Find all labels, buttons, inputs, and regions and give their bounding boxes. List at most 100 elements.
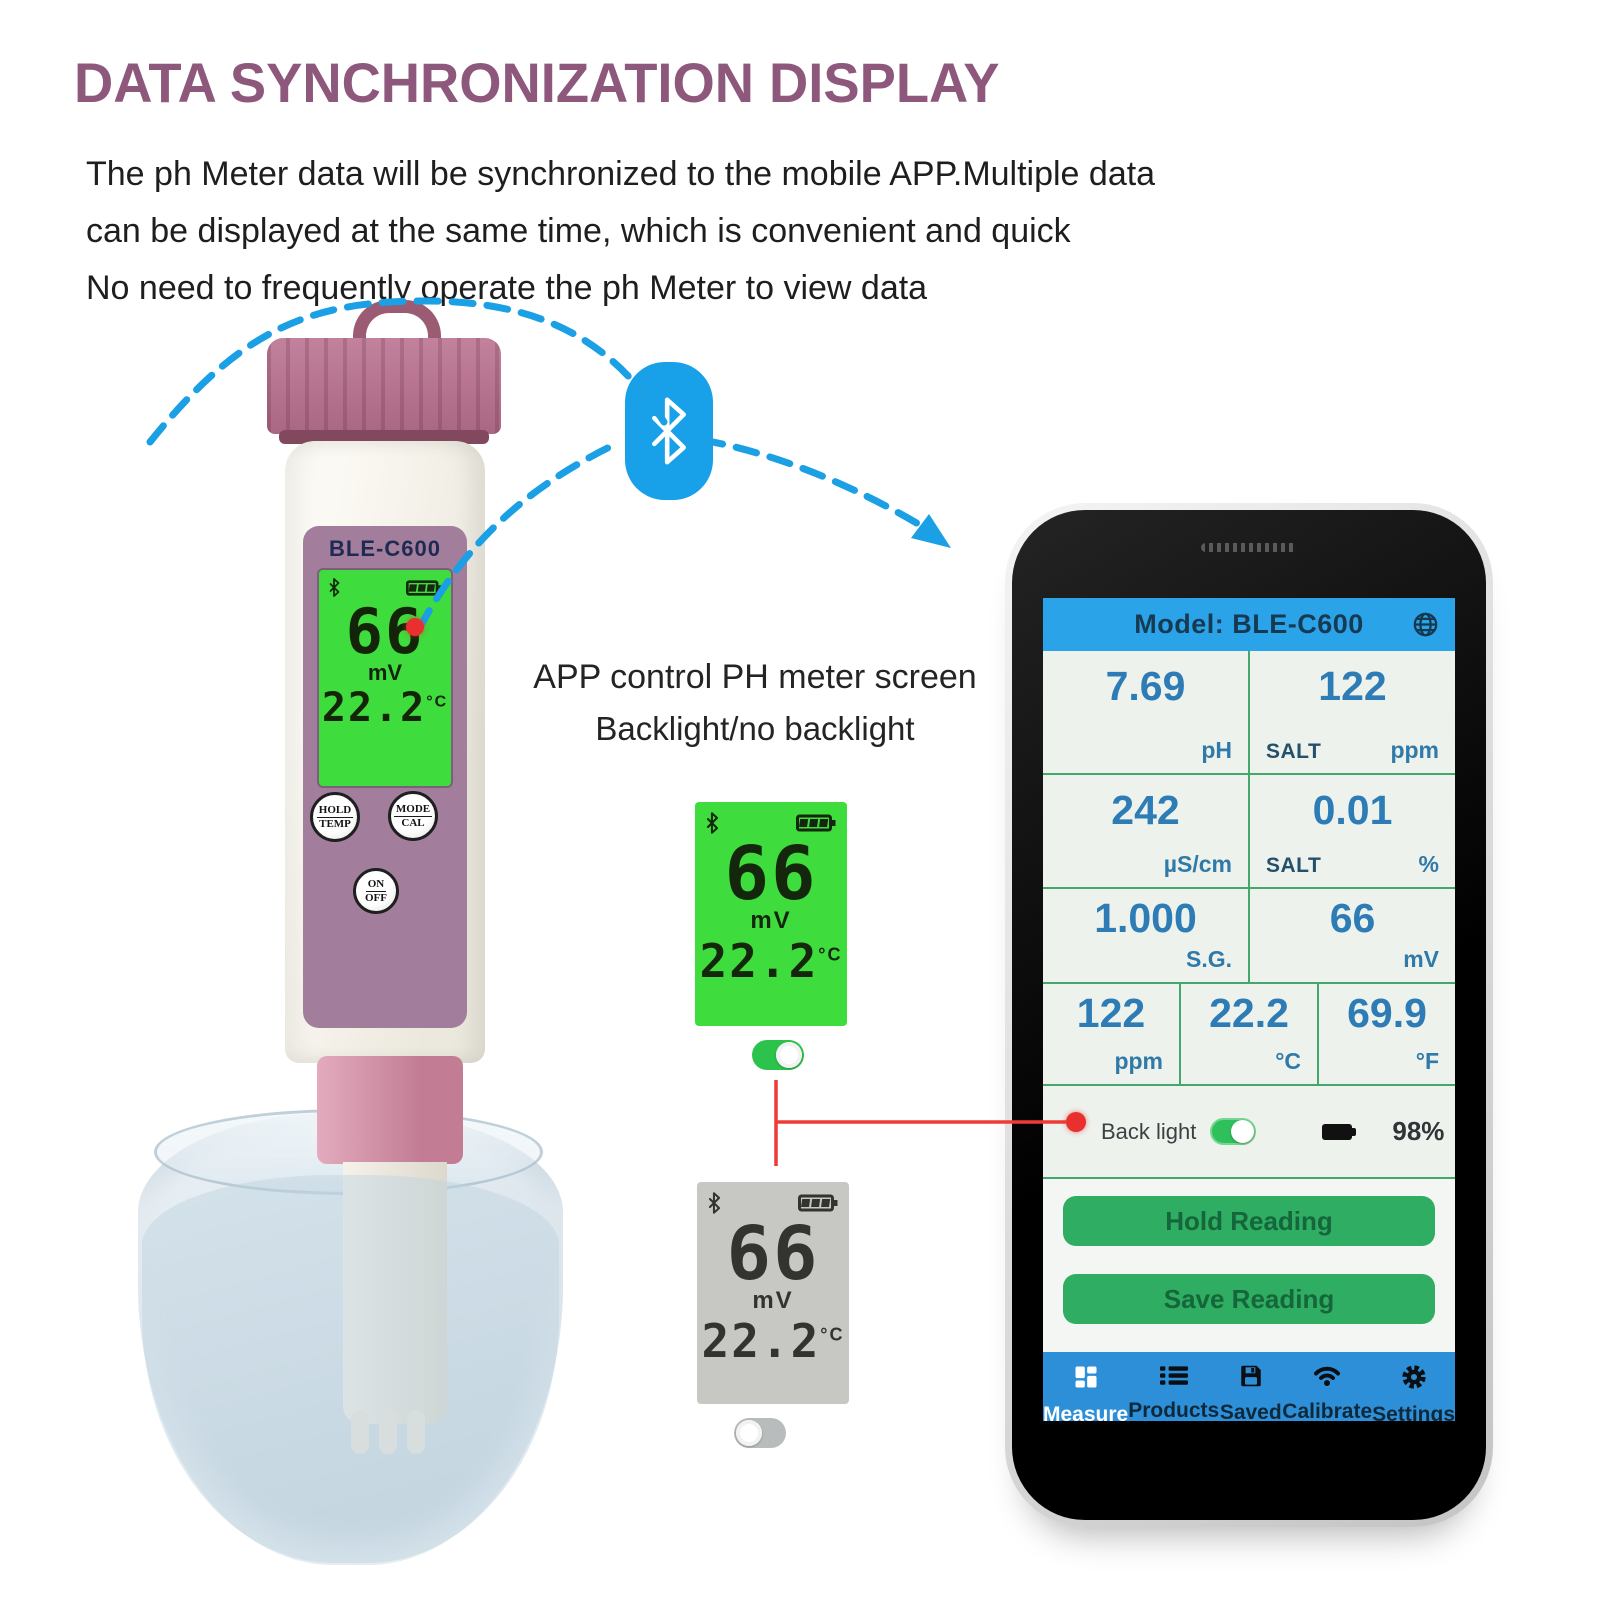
readings-row: 1.000 S.G. 66 mV: [1043, 887, 1455, 982]
lcd-unit: mV: [752, 1287, 794, 1315]
reading-cell-salt-ppm: 122 SALT ppm: [1248, 651, 1455, 773]
lcd-temperature: 22.2°C: [699, 934, 843, 989]
bottom-nav: Measure Products Saved: [1043, 1352, 1455, 1421]
hold-reading-button[interactable]: Hold Reading: [1063, 1196, 1435, 1246]
page-title: DATA SYNCHRONIZATION DISPLAY: [74, 51, 1000, 114]
nav-item-saved[interactable]: Saved: [1219, 1352, 1282, 1421]
readings-row: 122 ppm 22.2 °C 69.9 °F: [1043, 982, 1455, 1084]
unlit-screen: 66 mV 22.2°C: [697, 1182, 849, 1404]
wifi-icon: [1312, 1363, 1342, 1393]
bluetooth-icon: [328, 577, 341, 603]
reading-cell-mv: 66 mV: [1248, 889, 1455, 982]
bluetooth-icon: [705, 811, 720, 839]
reading-unit: °F: [1415, 1048, 1439, 1074]
meter-lcd: 66 mV 22.2°C: [317, 568, 453, 788]
on-off-button: ON OFF: [353, 868, 399, 914]
phone-speaker: [1201, 543, 1297, 552]
reading-label: SALT: [1266, 740, 1322, 763]
nav-item-products[interactable]: Products: [1128, 1352, 1219, 1421]
reading-cell-conductivity: 242 µS/cm: [1043, 775, 1248, 887]
reading-value: 242: [1111, 787, 1180, 833]
reading-value: 22.2: [1209, 990, 1289, 1036]
bluetooth-icon: [652, 397, 686, 465]
toggle-knob: [1231, 1120, 1255, 1143]
backlight-row: Back light 98%: [1043, 1084, 1455, 1179]
lcd-unit: mV: [367, 659, 403, 685]
battery-icon: [1322, 1123, 1357, 1140]
readings-grid: 7.69 pH 122 SALT ppm 242 µS/cm 0.01: [1043, 651, 1455, 1084]
battery-icon: [795, 813, 837, 837]
reading-cell-ppm: 122 ppm: [1043, 984, 1179, 1084]
reading-unit: pH: [1201, 737, 1232, 763]
reading-unit: S.G.: [1185, 946, 1232, 972]
backlight-toggle-on[interactable]: [752, 1040, 804, 1070]
bluetooth-badge: [625, 362, 713, 500]
reading-value: 122: [1076, 990, 1146, 1036]
probe-collar: [317, 1056, 463, 1164]
nav-label: Settings: [1372, 1403, 1455, 1421]
meter-model-label: BLE-C600: [329, 536, 441, 561]
reading-value: 7.69: [1105, 663, 1186, 709]
description-line: can be displayed at the same time, which…: [86, 212, 1071, 250]
reading-cell-salt-percent: 0.01 SALT%: [1248, 775, 1455, 887]
phone: Model: BLE-C600 7.69 pH 122 SALT ppm: [1005, 503, 1493, 1527]
lcd-temperature: 22.2°C: [321, 684, 449, 731]
backlight-toggle-off[interactable]: [734, 1418, 786, 1448]
reading-unit: ppm: [1390, 737, 1439, 763]
description-line: No need to frequently operate the ph Met…: [86, 269, 928, 307]
globe-icon[interactable]: [1412, 611, 1439, 643]
save-icon: [1238, 1363, 1264, 1394]
reading-value: 0.01: [1312, 787, 1393, 833]
water-surface: [142, 1175, 559, 1563]
reading-unit: ppm: [1114, 1048, 1163, 1074]
meter-faceplate: BLE-C600 66 mV 22.2°C ▲ ▼ HOL: [303, 526, 467, 1028]
nav-item-settings[interactable]: Settings: [1372, 1352, 1455, 1421]
battery-icon: [797, 1193, 839, 1217]
readings-row: 7.69 pH 122 SALT ppm: [1043, 651, 1455, 773]
reading-value: 66: [1329, 895, 1376, 941]
middle-caption: APP control PH meter screen Backlight/no…: [505, 658, 1005, 748]
lcd-value: 66: [724, 831, 818, 917]
probe-prong: [351, 1410, 369, 1454]
reading-cell-sg: 1.000 S.G.: [1043, 889, 1248, 982]
app-screen: Model: BLE-C600 7.69 pH 122 SALT ppm: [1043, 598, 1455, 1421]
toggle-knob: [776, 1042, 802, 1068]
reading-value: 69.9: [1347, 990, 1427, 1036]
reading-unit: %: [1418, 851, 1439, 877]
hold-temp-button: HOLD TEMP: [310, 792, 360, 842]
grid-icon: [1072, 1363, 1100, 1396]
nav-label: Products: [1128, 1399, 1220, 1421]
nav-item-measure[interactable]: Measure: [1043, 1352, 1128, 1421]
description-line: The ph Meter data will be synchronized t…: [86, 155, 1156, 193]
backlight-label: Back light: [1101, 1118, 1197, 1144]
reading-value: 1.000: [1094, 895, 1197, 941]
lcd-value: 66: [726, 1211, 820, 1297]
lcd-value: 66: [345, 595, 425, 668]
backlit-screen: 66 mV 22.2°C: [695, 802, 847, 1026]
nav-item-calibrate[interactable]: Calibrate: [1282, 1352, 1372, 1421]
mode-cal-button: MODE CAL: [388, 791, 438, 841]
reading-cell-ph: 7.69 pH: [1043, 651, 1248, 773]
reading-cell-celsius: 22.2 °C: [1179, 984, 1317, 1084]
arrowhead: [911, 514, 951, 548]
caption-line1: APP control PH meter screen: [533, 658, 977, 696]
action-buttons: Hold Reading Save Reading: [1043, 1179, 1455, 1352]
reading-value: 122: [1318, 663, 1387, 709]
save-reading-button[interactable]: Save Reading: [1063, 1274, 1435, 1324]
description: The ph Meter data will be synchronized t…: [86, 146, 1155, 317]
nav-label: Calibrate: [1282, 1400, 1373, 1421]
reading-cell-fahrenheit: 69.9 °F: [1317, 984, 1455, 1084]
probe-shaft: [343, 1162, 447, 1424]
probe-prong: [379, 1410, 397, 1454]
list-icon: [1159, 1363, 1188, 1392]
battery-level: 98%: [1392, 1116, 1445, 1146]
caption-line2: Backlight/no backlight: [595, 710, 915, 747]
backlight-toggle[interactable]: [1210, 1118, 1257, 1145]
lcd-temperature: 22.2°C: [701, 1314, 845, 1369]
nav-label: Measure: [1043, 1403, 1129, 1421]
lcd-unit: mV: [750, 907, 792, 935]
meter-cap: [267, 338, 501, 434]
bluetooth-icon: [707, 1191, 722, 1219]
nav-label: Saved: [1219, 1401, 1282, 1421]
